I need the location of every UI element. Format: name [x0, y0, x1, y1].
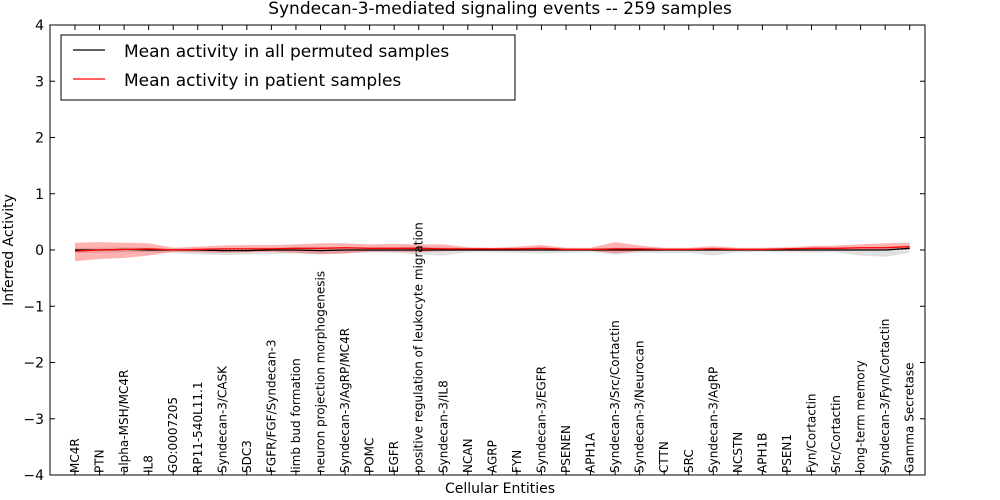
x-tick-label: AGRP [485, 440, 499, 473]
y-tick-label: −1 [23, 299, 44, 315]
y-tick-label: −4 [23, 468, 44, 484]
x-tick-label: Syndecan-3/IL8 [436, 380, 450, 473]
legend-label-permuted: Mean activity in all permuted samples [124, 42, 449, 62]
x-tick-label: Src/Cortactin [829, 395, 843, 473]
permuted-mean-line [75, 247, 910, 252]
y-tick-label: 0 [35, 243, 44, 259]
x-tick-label: RP11-540L11.1 [191, 382, 205, 473]
x-tick-label: Fyn/Cortactin [805, 393, 819, 473]
x-tick-label: Syndecan-3/EGFR [534, 366, 548, 473]
x-tick-label: Syndecan-3/Src/Cortactin [608, 320, 622, 473]
x-tick-label: PSENEN [559, 425, 573, 473]
x-tick-label: Syndecan-3/Neurocan [633, 341, 647, 473]
x-tick-label: Syndecan-3/AgRP/MC4R [338, 328, 352, 473]
x-tick-label: FYN [510, 450, 524, 473]
x-tick-label: long-term memory [854, 360, 868, 473]
legend-box [60, 34, 516, 101]
y-tick-label: 1 [35, 187, 44, 203]
y-tick-label: 2 [35, 131, 44, 147]
legend: Mean activity in all permuted samples Me… [60, 34, 516, 101]
x-tick-label: POMC [363, 438, 377, 473]
x-axis-label: Cellular Entities [445, 481, 555, 497]
x-tick-label: Syndecan-3/CASK [215, 365, 229, 473]
chart-title: Syndecan-3-mediated signaling events -- … [268, 0, 732, 19]
legend-label-patient: Mean activity in patient samples [124, 71, 401, 91]
patient-mean-line [74, 245, 910, 252]
x-tick-label: Syndecan-3/AgRP [706, 367, 720, 473]
x-tick-label: alpha-MSH/MC4R [117, 370, 131, 473]
x-tick-label: GO:0007205 [166, 397, 180, 473]
x-tick-label: NCAN [461, 438, 475, 473]
y-axis-ticks: 4 3 2 1 0 −1 −2 −3 −4 [23, 18, 925, 484]
x-tick-label: neuron projection morphogenesis [314, 271, 328, 473]
x-tick-label: CTTN [657, 441, 671, 473]
y-axis-label: Inferred Activity [1, 194, 17, 306]
x-tick-label: APH1B [755, 433, 769, 473]
x-tick-label: limb bud formation [289, 358, 303, 473]
x-tick-label: PTN [93, 449, 107, 473]
x-axis-ticks: MC4R PTN alpha-MSH/MC4R IL8 GO:0007205 RP11-5… [68, 25, 917, 475]
x-tick-label: IL8 [142, 455, 156, 473]
y-tick-label: −3 [23, 412, 44, 428]
x-tick-label: APH1A [584, 432, 598, 473]
x-tick-label: positive regulation of leukocyte migrati… [412, 222, 426, 473]
x-tick-label: MC4R [68, 438, 82, 473]
x-tick-label: Gamma Secretase [903, 362, 917, 473]
y-tick-label: 3 [35, 74, 44, 90]
x-tick-label: Syndecan-3/Fyn/Cortactin [878, 319, 892, 473]
x-tick-label: SDC3 [240, 440, 254, 473]
patient-confidence-band [75, 242, 910, 262]
x-tick-label: EGFR [387, 441, 401, 473]
x-tick-label: NCSTN [731, 432, 745, 473]
series-lines [74, 245, 910, 252]
x-tick-label: PSEN1 [780, 434, 794, 473]
x-tick-label: SRC [682, 449, 696, 473]
x-tick-label: FGFR/FGF/Syndecan-3 [264, 340, 278, 473]
y-tick-label: −2 [23, 356, 44, 372]
y-tick-label: 4 [35, 18, 44, 34]
